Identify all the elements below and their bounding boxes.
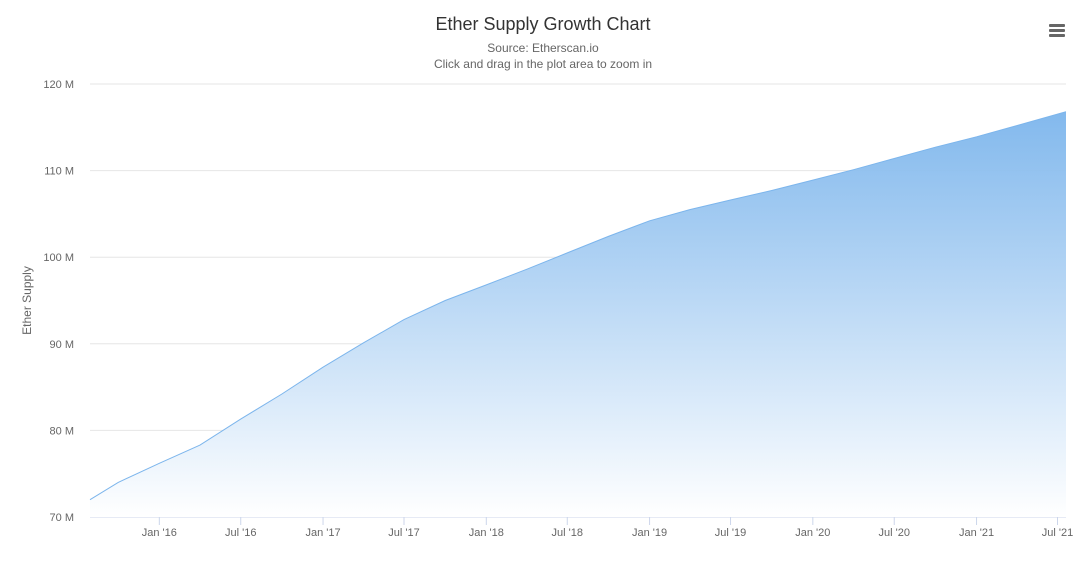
y-tick-label: 100 M <box>43 252 74 264</box>
y-tick-label: 70 M <box>50 512 74 524</box>
area-fill <box>90 111 1066 517</box>
y-tick-label: 120 M <box>43 79 74 91</box>
x-tick-label: Jan '16 <box>142 527 177 539</box>
menu-bar-top <box>1049 24 1065 27</box>
x-tick-label: Jul '16 <box>225 527 256 539</box>
y-axis: 70 M 80 M 90 M 100 M 110 M 120 M <box>43 79 74 524</box>
area-series <box>89 111 1067 517</box>
menu-bar-bottom <box>1049 34 1065 37</box>
x-tick-label: Jan '18 <box>469 527 504 539</box>
menu-bar-middle <box>1049 29 1065 32</box>
y-tick-label: 90 M <box>50 339 74 351</box>
x-tick-label: Jul '17 <box>388 527 419 539</box>
y-axis-title: Ether Supply <box>20 266 34 335</box>
x-tick-label: Jan '19 <box>632 527 667 539</box>
y-tick-label: 110 M <box>44 166 74 178</box>
x-tick-label: Jan '21 <box>959 527 994 539</box>
x-axis: Jan '16 Jul '16 Jan '17 Jul '17 Jan '18 Jul '… <box>142 517 1073 539</box>
x-tick-label: Jan '17 <box>305 527 340 539</box>
chart-subtitle-zoom-hint: Click and drag in the plot area to zoom … <box>433 57 653 71</box>
x-tick-label: Jul '18 <box>552 527 583 539</box>
hamburger-menu-icon[interactable] <box>1043 20 1069 42</box>
x-tick-label: Jul '19 <box>715 527 746 539</box>
x-tick-label: Jul '21 <box>1042 527 1073 539</box>
x-tick-label: Jul '20 <box>879 527 910 539</box>
x-tick-label: Jan '20 <box>795 527 830 539</box>
series-line <box>89 111 1067 501</box>
chart-title: Ether Supply Growth Chart <box>435 14 651 34</box>
chart-subtitle-source: Source: Etherscan.io <box>487 41 599 55</box>
y-tick-label: 80 M <box>50 425 74 437</box>
